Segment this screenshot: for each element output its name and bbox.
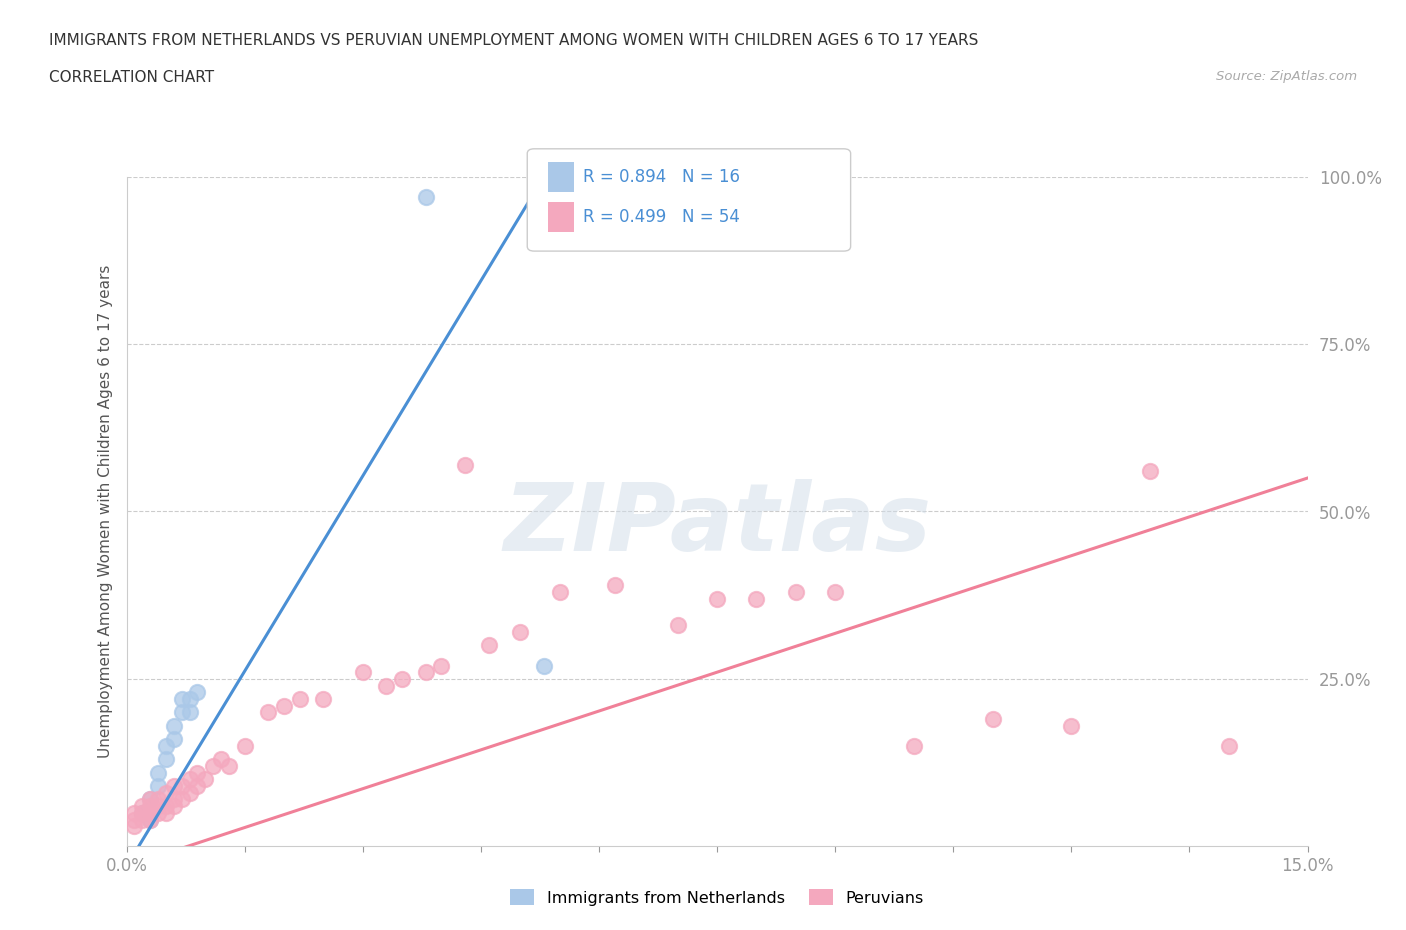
Point — [163, 778, 186, 793]
Point — [146, 792, 169, 807]
Point — [478, 638, 501, 653]
Point — [430, 658, 453, 673]
Point — [131, 799, 153, 814]
Point — [824, 584, 846, 599]
Point — [288, 692, 311, 707]
Point — [312, 692, 335, 707]
Text: Source: ZipAtlas.com: Source: ZipAtlas.com — [1216, 70, 1357, 83]
Point — [194, 772, 217, 787]
Point — [163, 799, 186, 814]
Point — [415, 665, 437, 680]
Text: R = 0.894   N = 16: R = 0.894 N = 16 — [583, 167, 741, 186]
Point — [233, 738, 256, 753]
Point — [163, 732, 186, 747]
Point — [548, 584, 571, 599]
Point — [139, 812, 162, 827]
Point — [155, 799, 177, 814]
Y-axis label: Unemployment Among Women with Children Ages 6 to 17 years: Unemployment Among Women with Children A… — [97, 265, 112, 758]
Point — [375, 678, 398, 693]
Legend: Immigrants from Netherlands, Peruvians: Immigrants from Netherlands, Peruvians — [503, 883, 931, 912]
Point — [146, 765, 169, 780]
Text: R = 0.499   N = 54: R = 0.499 N = 54 — [583, 207, 741, 226]
Point — [155, 785, 177, 800]
Text: IMMIGRANTS FROM NETHERLANDS VS PERUVIAN UNEMPLOYMENT AMONG WOMEN WITH CHILDREN A: IMMIGRANTS FROM NETHERLANDS VS PERUVIAN … — [49, 33, 979, 47]
Point — [131, 805, 153, 820]
Point — [146, 805, 169, 820]
Text: ZIPatlas: ZIPatlas — [503, 479, 931, 571]
Point — [1139, 464, 1161, 479]
Point — [163, 792, 186, 807]
Point — [533, 658, 555, 673]
Point — [186, 765, 208, 780]
Point — [257, 705, 280, 720]
Point — [179, 705, 201, 720]
Point — [131, 805, 153, 820]
Point — [139, 812, 162, 827]
Point — [155, 751, 177, 766]
Point — [163, 718, 186, 733]
Point — [1060, 718, 1083, 733]
Point — [139, 792, 162, 807]
Point — [352, 665, 374, 680]
Point — [139, 799, 162, 814]
Point — [186, 778, 208, 793]
Point — [745, 591, 768, 606]
Point — [131, 812, 153, 827]
Point — [666, 618, 689, 632]
Point — [391, 671, 413, 686]
Point — [146, 778, 169, 793]
Point — [785, 584, 807, 599]
Point — [146, 799, 169, 814]
Point — [155, 738, 177, 753]
Point — [170, 705, 193, 720]
Point — [415, 190, 437, 205]
Point — [124, 805, 146, 820]
Point — [202, 759, 225, 774]
Point — [706, 591, 728, 606]
Point — [179, 772, 201, 787]
Point — [170, 792, 193, 807]
Point — [170, 692, 193, 707]
Point — [139, 792, 162, 807]
Point — [155, 805, 177, 820]
Point — [981, 711, 1004, 726]
Point — [218, 759, 240, 774]
Point — [179, 785, 201, 800]
Point — [209, 751, 232, 766]
Point — [139, 805, 162, 820]
Point — [124, 818, 146, 833]
Point — [509, 625, 531, 640]
Point — [186, 684, 208, 699]
Point — [903, 738, 925, 753]
Point — [454, 458, 477, 472]
Text: CORRELATION CHART: CORRELATION CHART — [49, 70, 214, 85]
Point — [170, 778, 193, 793]
Point — [1218, 738, 1240, 753]
Point — [179, 692, 201, 707]
Point — [124, 812, 146, 827]
Point — [273, 698, 295, 713]
Point — [603, 578, 626, 592]
